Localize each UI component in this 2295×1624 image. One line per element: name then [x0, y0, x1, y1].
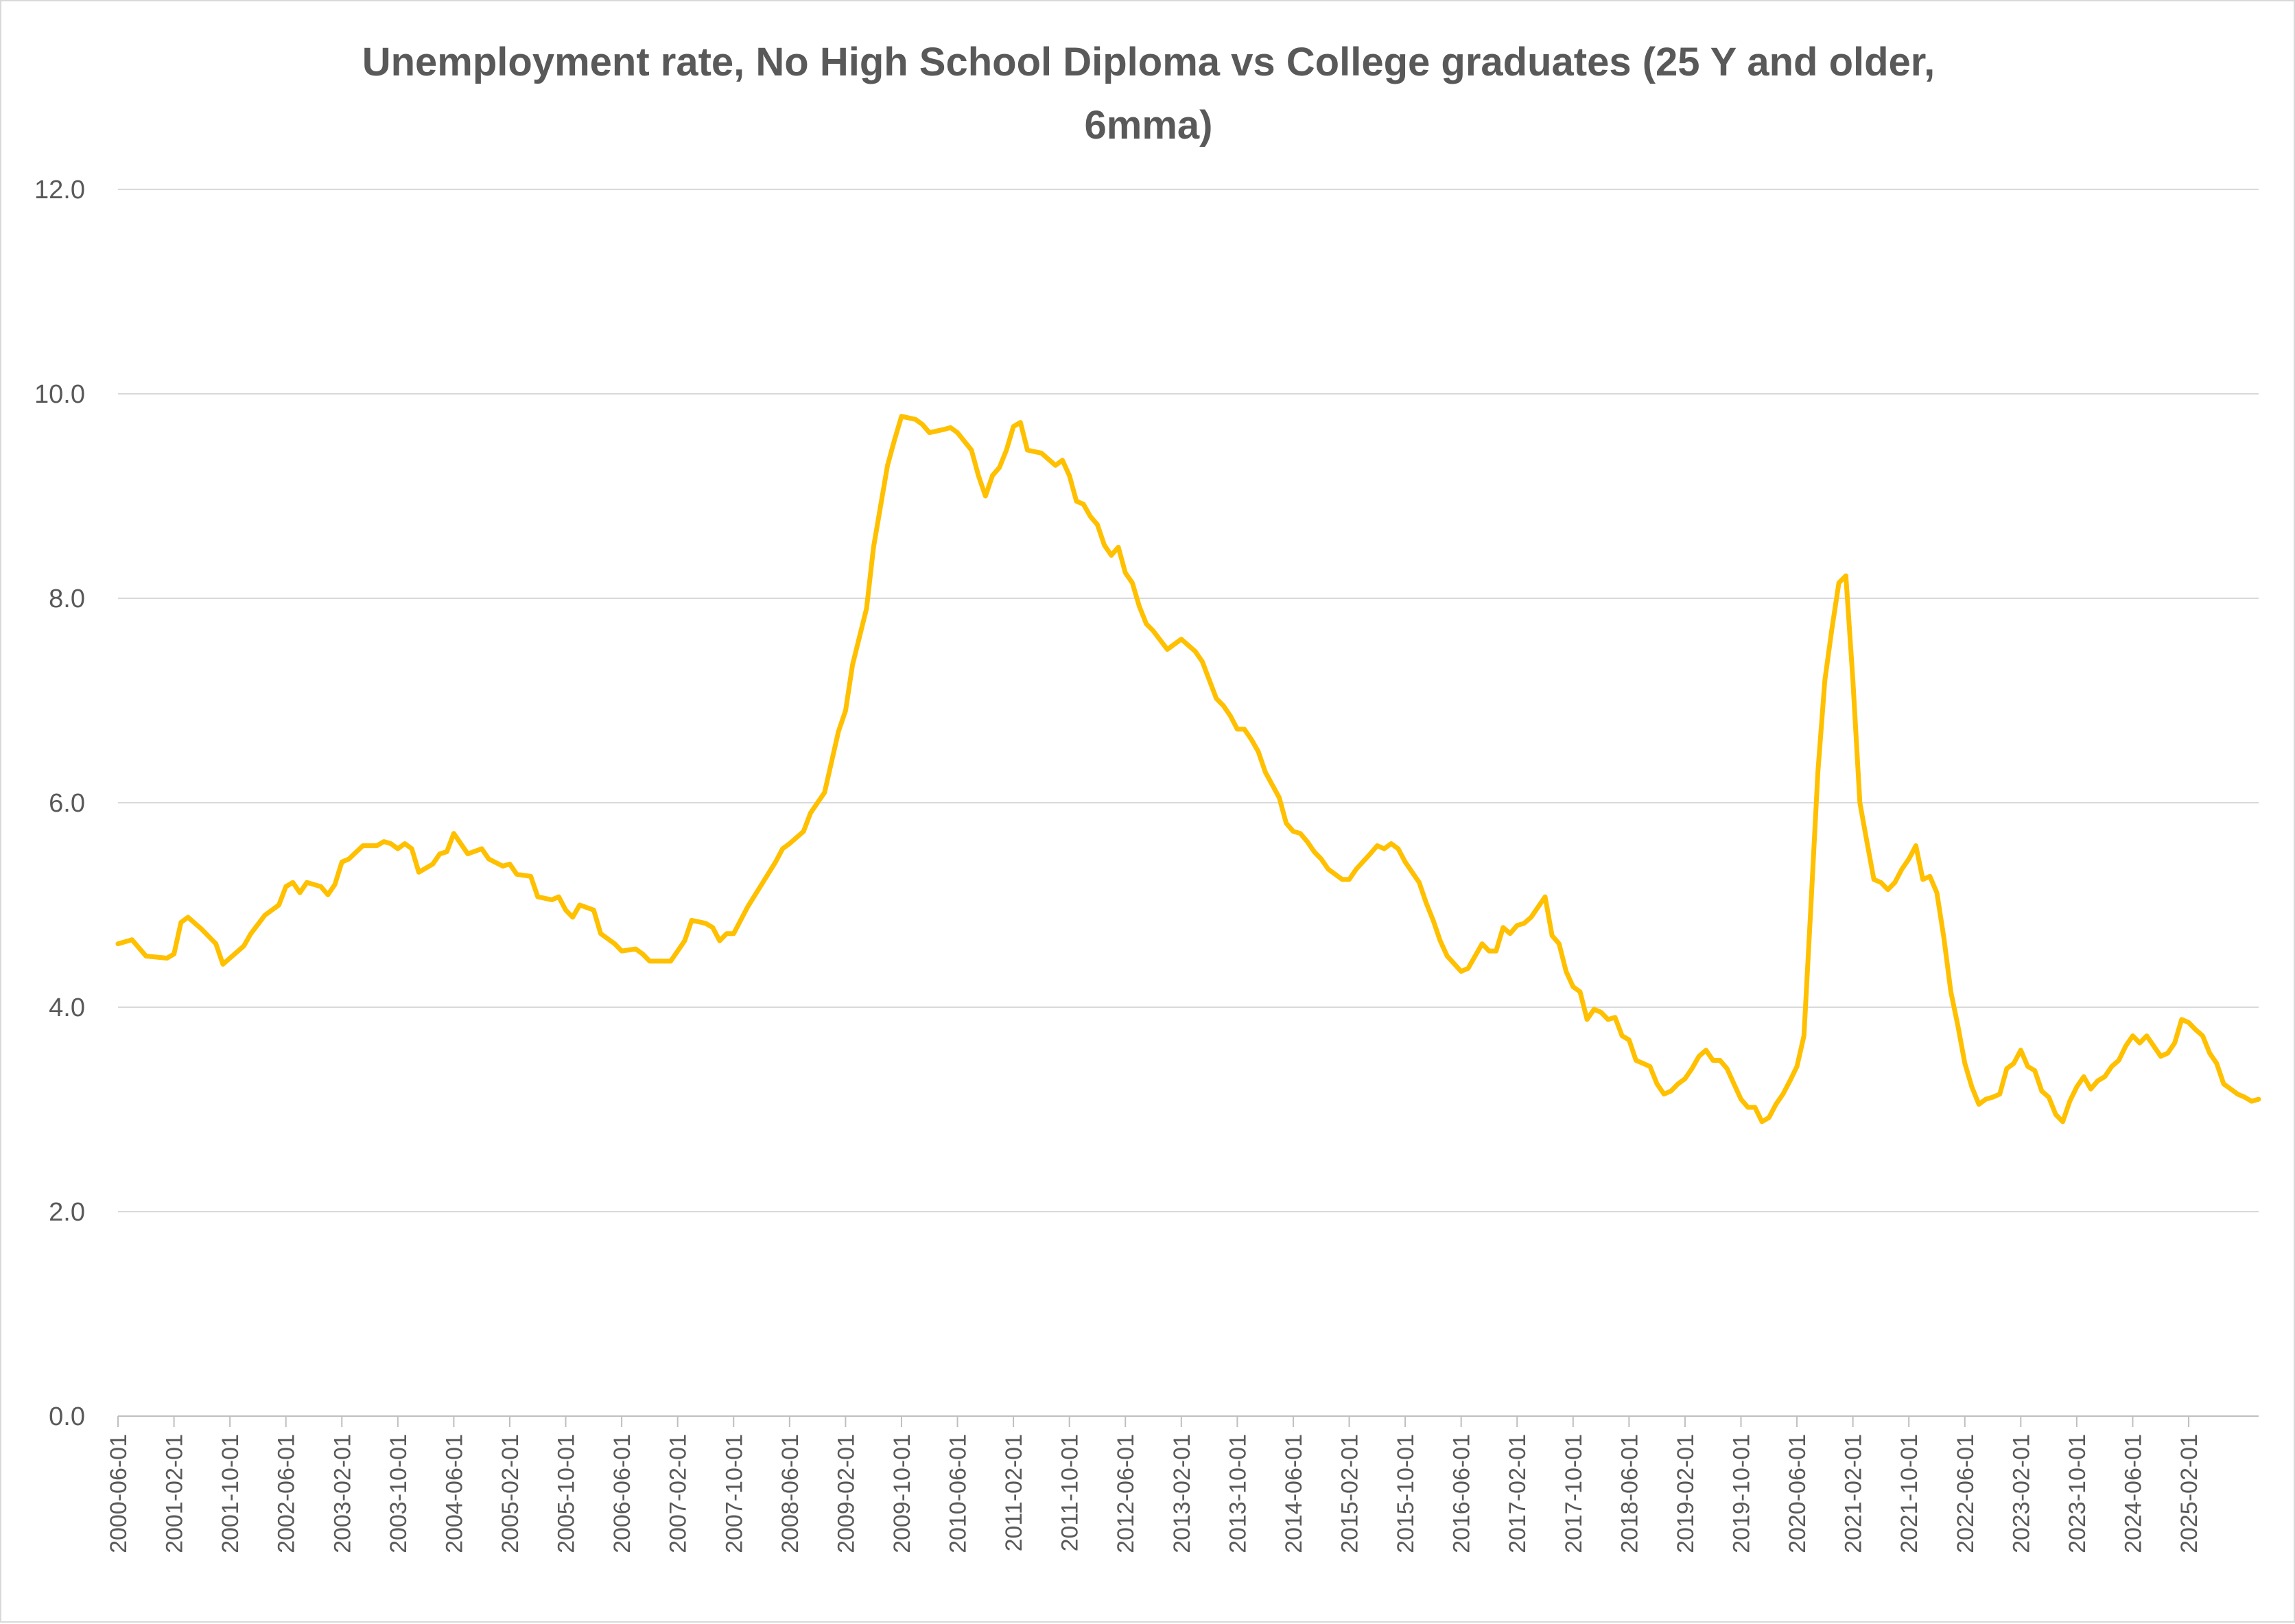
x-tick-label: 2007-02-01: [666, 1434, 692, 1553]
y-tick-label: 10.0: [34, 380, 85, 409]
x-axis: 2000-06-01 2001-02-01 2001-10-01 2002-06-01…: [106, 1415, 2259, 1553]
x-tick-label: 2021-10-01: [1896, 1434, 1922, 1553]
y-tick-label: 2.0: [49, 1198, 85, 1227]
y-tick-label: 4.0: [49, 993, 85, 1022]
y-tick-label: 12.0: [34, 176, 85, 204]
x-tick-label: 2023-10-01: [2064, 1434, 2091, 1553]
x-tick-label: 2001-02-01: [162, 1434, 188, 1553]
x-tick-label: 2007-10-01: [721, 1434, 747, 1553]
x-tick-label: 2014-06-01: [1281, 1434, 1307, 1553]
x-tick-label: 2023-02-01: [2008, 1434, 2034, 1553]
x-tick-label: 2001-10-01: [217, 1434, 244, 1553]
x-tick-label: 2017-02-01: [1505, 1434, 1531, 1553]
x-tick-label: 2005-02-01: [497, 1434, 523, 1553]
x-tick-label: 2022-06-01: [1953, 1434, 1979, 1553]
y-axis-tick-labels: 0.0 2.0 4.0 6.0 8.0 10.0 12.0: [34, 176, 85, 1431]
x-tick-label: 2011-10-01: [1057, 1434, 1083, 1551]
x-tick-label: 2003-10-01: [386, 1434, 412, 1553]
x-tick-label: 2019-02-01: [1673, 1434, 1699, 1553]
x-tick-label: 2017-10-01: [1561, 1434, 1587, 1553]
chart-title-line-1: Unemployment rate, No High School Diplom…: [362, 40, 1935, 84]
x-tick-label: 2016-06-01: [1449, 1434, 1475, 1553]
gridlines: [118, 189, 2259, 1212]
x-tick-label: 2013-02-01: [1169, 1434, 1195, 1553]
x-tick-label: 2011-02-01: [1001, 1434, 1027, 1551]
x-tick-label: 2024-06-01: [2120, 1434, 2146, 1553]
x-tick-label: 2009-10-01: [889, 1434, 915, 1553]
x-tick-label: 2010-06-01: [945, 1434, 972, 1553]
x-tick-label: 2025-02-01: [2176, 1434, 2202, 1553]
x-tick-label: 2018-06-01: [1616, 1434, 1643, 1553]
series-layer: [115, 414, 2261, 1125]
x-tick-label: 2000-06-01: [106, 1434, 132, 1553]
y-tick-label: 8.0: [49, 585, 85, 613]
x-tick-label: 2006-06-01: [609, 1434, 635, 1553]
x-tick-label: 2002-06-01: [274, 1434, 300, 1553]
x-tick-label: 2013-10-01: [1225, 1434, 1251, 1553]
y-tick-label: 0.0: [49, 1402, 85, 1431]
x-tick-label: 2005-10-01: [554, 1434, 580, 1553]
series-line-0: [115, 414, 2261, 1125]
x-tick-label: 2003-02-01: [329, 1434, 355, 1553]
x-tick-label: 2021-02-01: [1841, 1434, 1867, 1553]
x-tick-label: 2015-10-01: [1393, 1434, 1419, 1553]
x-tick-label: 2008-06-01: [777, 1434, 803, 1553]
y-tick-label: 6.0: [49, 789, 85, 818]
x-tick-label: 2020-06-01: [1785, 1434, 1811, 1553]
chart-title-line-2: 6mma): [1085, 103, 1213, 148]
x-tick-label: 2004-06-01: [441, 1434, 467, 1553]
x-tick-label: 2009-02-01: [833, 1434, 859, 1553]
x-tick-label: 2019-10-01: [1728, 1434, 1754, 1553]
x-tick-label: 2015-02-01: [1337, 1434, 1363, 1553]
x-tick-label: 2012-06-01: [1113, 1434, 1139, 1553]
